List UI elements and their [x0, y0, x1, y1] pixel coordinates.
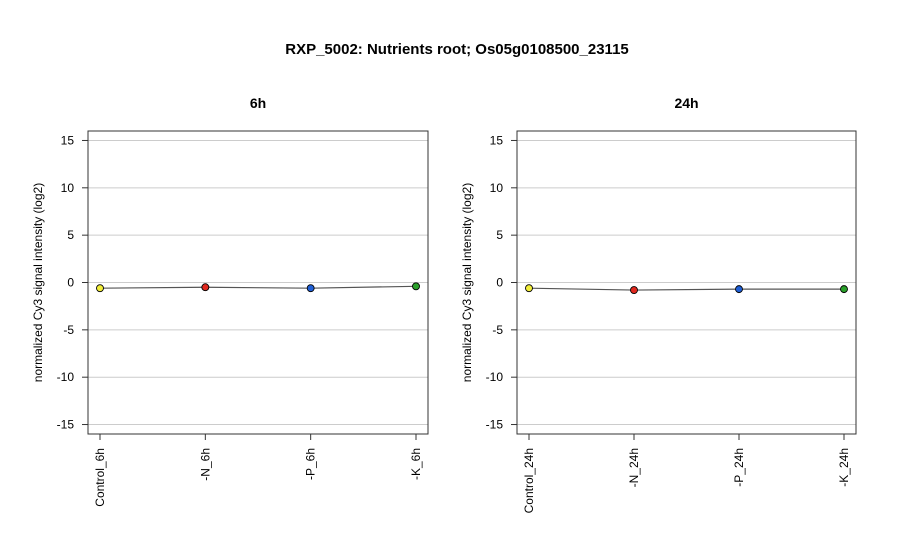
y-tick-label: 0: [496, 276, 503, 290]
y-axis-label: normalized Cy3 signal intensity (log2): [31, 183, 45, 382]
panel-title: 6h: [250, 95, 266, 111]
y-tick-label: -15: [486, 418, 504, 432]
data-point: [735, 285, 743, 294]
series-line: [99, 285, 417, 289]
y-axis-label: normalized Cy3 signal intensity (log2): [460, 183, 474, 382]
x-tick-label: -N_24h: [627, 448, 641, 487]
figure-title: RXP_5002: Nutrients root; Os05g0108500_2…: [285, 41, 629, 58]
data-point: [306, 284, 315, 293]
data-point: [840, 285, 848, 294]
y-tick-label: -5: [492, 323, 503, 337]
x-tick-label: -K_6h: [409, 448, 423, 480]
series-line: [528, 287, 844, 291]
x-tick-label: -N_6h: [198, 448, 212, 481]
y-tick-label: -15: [57, 418, 75, 432]
x-tick-label: -P_6h: [304, 448, 318, 480]
chart-panel-6h: 6h -15 -10 -5 0 5 10 15 normalized Cy3 signal in…: [31, 95, 429, 507]
y-tick-label: -5: [63, 323, 74, 337]
y-tick-label: 15: [61, 133, 75, 147]
y-tick-label: 10: [61, 181, 75, 195]
data-point: [630, 286, 638, 295]
x-tick-label: -K_24h: [837, 448, 851, 487]
data-point: [201, 283, 210, 292]
y-tick-label: 10: [490, 181, 504, 195]
y-tick-label: 5: [496, 228, 503, 242]
data-point: [412, 282, 420, 291]
y-tick-label: 15: [490, 133, 504, 147]
data-point: [525, 284, 533, 293]
y-tick-label: -10: [486, 370, 504, 384]
y-tick-label: 5: [67, 228, 74, 242]
y-tick-label: 0: [67, 276, 74, 290]
y-tick-label: -10: [57, 370, 75, 384]
x-tick-label: Control_6h: [93, 448, 107, 507]
x-tick-label: Control_24h: [522, 448, 536, 513]
data-point: [96, 284, 104, 293]
x-tick-label: -P_24h: [732, 448, 746, 487]
chart-panel-24h: 24h -15 -10 -5 0 5 10 15 normalized Cy3 signal i…: [460, 95, 857, 513]
panel-title: 24h: [674, 95, 698, 111]
